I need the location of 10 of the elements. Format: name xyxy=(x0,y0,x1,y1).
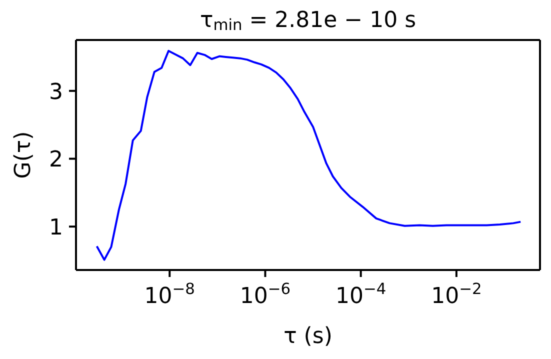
x-tick-label: 10$^{−2}$ xyxy=(431,280,482,309)
x-tick-label: 10$^{−4}$ xyxy=(335,280,386,309)
y-tick-label: 3 xyxy=(49,80,63,105)
x-tick-label: 10$^{−8}$ xyxy=(144,280,195,309)
x-tick-label: 10$^{−6}$ xyxy=(240,280,291,309)
y-axis-title: G(τ) xyxy=(11,131,36,179)
y-tick-label: 2 xyxy=(49,148,63,173)
y-tick-label: 1 xyxy=(49,216,63,241)
x-axis-title: τ (s) xyxy=(284,324,332,349)
chart-title: τ$_{min}$ = 2.81e − 10 s xyxy=(200,8,416,34)
